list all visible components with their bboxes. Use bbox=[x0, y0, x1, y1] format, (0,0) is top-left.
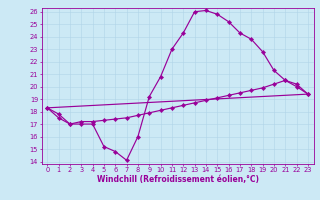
X-axis label: Windchill (Refroidissement éolien,°C): Windchill (Refroidissement éolien,°C) bbox=[97, 175, 259, 184]
